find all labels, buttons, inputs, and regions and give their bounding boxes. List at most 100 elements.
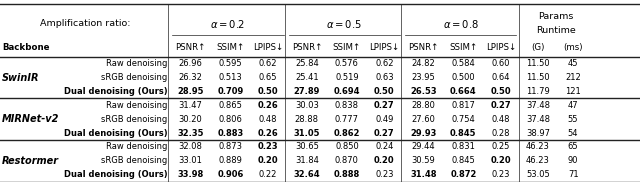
Text: 0.63: 0.63 <box>375 73 394 82</box>
Text: 31.47: 31.47 <box>179 101 202 110</box>
Text: 33.98: 33.98 <box>177 170 204 179</box>
Text: Raw denoising: Raw denoising <box>106 143 168 151</box>
Text: 0.20: 0.20 <box>374 156 395 165</box>
Text: 11.50: 11.50 <box>526 59 550 68</box>
Text: 0.26: 0.26 <box>257 129 278 138</box>
Text: Dual denoising (Ours): Dual denoising (Ours) <box>64 87 168 96</box>
Text: PSNR↑: PSNR↑ <box>408 43 438 52</box>
Text: 45: 45 <box>568 59 579 68</box>
Text: LPIPS↓: LPIPS↓ <box>253 43 283 52</box>
Text: 55: 55 <box>568 115 579 124</box>
Text: MIRNet-v2: MIRNet-v2 <box>2 114 60 124</box>
Text: Amplification ratio:: Amplification ratio: <box>40 19 130 28</box>
Text: 0.777: 0.777 <box>335 115 359 124</box>
Text: 0.62: 0.62 <box>375 59 394 68</box>
Text: 0.513: 0.513 <box>218 73 243 82</box>
Text: 25.41: 25.41 <box>295 73 319 82</box>
Text: 26.53: 26.53 <box>410 87 436 96</box>
Text: 26.96: 26.96 <box>179 59 202 68</box>
Text: 0.28: 0.28 <box>492 129 510 138</box>
Text: 0.595: 0.595 <box>219 59 242 68</box>
Text: Dual denoising (Ours): Dual denoising (Ours) <box>64 170 168 179</box>
Text: 0.694: 0.694 <box>333 87 360 96</box>
Text: 47: 47 <box>568 101 579 110</box>
Text: 90: 90 <box>568 156 579 165</box>
Text: 0.50: 0.50 <box>490 87 511 96</box>
Text: 31.48: 31.48 <box>410 170 436 179</box>
Text: Restormer: Restormer <box>2 156 59 166</box>
Text: 29.93: 29.93 <box>410 129 436 138</box>
Text: 0.906: 0.906 <box>217 170 244 179</box>
Text: 25.84: 25.84 <box>295 59 319 68</box>
Text: 0.584: 0.584 <box>451 59 476 68</box>
Text: 0.664: 0.664 <box>450 87 477 96</box>
Text: SSIM↑: SSIM↑ <box>449 43 477 52</box>
Text: 0.576: 0.576 <box>335 59 359 68</box>
Text: 37.48: 37.48 <box>526 101 550 110</box>
Text: 30.65: 30.65 <box>295 143 319 151</box>
Text: 23.95: 23.95 <box>412 73 435 82</box>
Text: 0.64: 0.64 <box>492 73 510 82</box>
Text: 0.850: 0.850 <box>335 143 359 151</box>
Text: 0.500: 0.500 <box>452 73 475 82</box>
Text: 33.01: 33.01 <box>179 156 202 165</box>
Text: 0.845: 0.845 <box>451 156 476 165</box>
Text: 11.79: 11.79 <box>526 87 550 96</box>
Text: 0.23: 0.23 <box>492 170 510 179</box>
Text: 27.60: 27.60 <box>412 115 435 124</box>
Text: SwinIR: SwinIR <box>2 73 40 83</box>
Text: 30.59: 30.59 <box>412 156 435 165</box>
Text: 30.03: 30.03 <box>295 101 319 110</box>
Text: 0.20: 0.20 <box>490 156 511 165</box>
Text: 0.831: 0.831 <box>451 143 476 151</box>
Text: 31.84: 31.84 <box>295 156 319 165</box>
Text: 37.48: 37.48 <box>526 115 550 124</box>
Text: 0.24: 0.24 <box>375 143 394 151</box>
Text: PSNR↑: PSNR↑ <box>175 43 205 52</box>
Text: 0.20: 0.20 <box>257 156 278 165</box>
Text: LPIPS↓: LPIPS↓ <box>486 43 516 52</box>
Text: 71: 71 <box>568 170 579 179</box>
Text: Params: Params <box>538 12 573 21</box>
Text: 46.23: 46.23 <box>526 143 550 151</box>
Text: 0.883: 0.883 <box>217 129 244 138</box>
Text: 24.82: 24.82 <box>412 59 435 68</box>
Text: 0.888: 0.888 <box>333 170 360 179</box>
Text: 0.48: 0.48 <box>492 115 510 124</box>
Text: 0.754: 0.754 <box>451 115 476 124</box>
Text: LPIPS↓: LPIPS↓ <box>369 43 399 52</box>
Text: (ms): (ms) <box>563 43 583 52</box>
Text: SSIM↑: SSIM↑ <box>333 43 361 52</box>
Text: 38.97: 38.97 <box>526 129 550 138</box>
Text: 65: 65 <box>568 143 579 151</box>
Text: 30.20: 30.20 <box>179 115 202 124</box>
Text: 0.50: 0.50 <box>374 87 395 96</box>
Text: 32.64: 32.64 <box>294 170 320 179</box>
Text: 27.89: 27.89 <box>294 87 320 96</box>
Text: 0.48: 0.48 <box>259 115 277 124</box>
Text: 54: 54 <box>568 129 579 138</box>
Text: Raw denoising: Raw denoising <box>106 59 168 68</box>
Text: 28.95: 28.95 <box>177 87 204 96</box>
Text: 0.23: 0.23 <box>375 170 394 179</box>
Text: 0.60: 0.60 <box>492 59 510 68</box>
Text: 29.44: 29.44 <box>412 143 435 151</box>
Text: 0.817: 0.817 <box>451 101 476 110</box>
Text: 0.27: 0.27 <box>490 101 511 110</box>
Text: 28.80: 28.80 <box>412 101 435 110</box>
Text: 28.88: 28.88 <box>295 115 319 124</box>
Text: 121: 121 <box>565 87 581 96</box>
Text: 31.05: 31.05 <box>294 129 320 138</box>
Text: 11.50: 11.50 <box>526 73 550 82</box>
Text: $\alpha = 0.8$: $\alpha = 0.8$ <box>443 18 479 30</box>
Text: 212: 212 <box>565 73 581 82</box>
Text: 0.25: 0.25 <box>492 143 510 151</box>
Text: 32.35: 32.35 <box>177 129 204 138</box>
Text: 0.870: 0.870 <box>335 156 359 165</box>
Text: 0.27: 0.27 <box>374 129 395 138</box>
Text: 0.50: 0.50 <box>257 87 278 96</box>
Text: 0.845: 0.845 <box>450 129 477 138</box>
Text: sRGB denoising: sRGB denoising <box>101 73 168 82</box>
Text: 0.889: 0.889 <box>218 156 243 165</box>
Text: 0.519: 0.519 <box>335 73 358 82</box>
